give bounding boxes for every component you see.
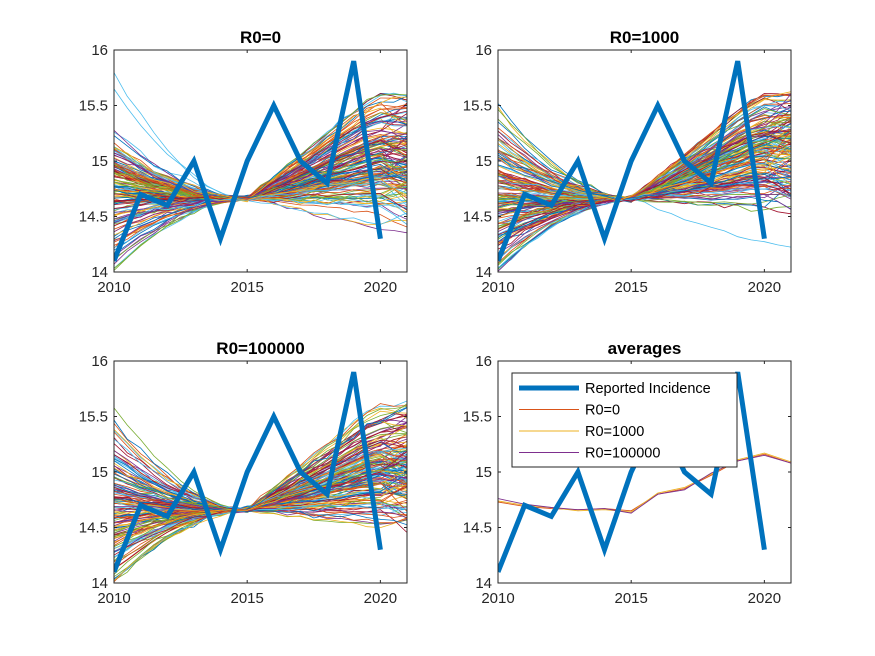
plot-area	[114, 60, 407, 271]
x-tick-label: 2020	[748, 279, 781, 296]
y-tick-label: 15.5	[79, 409, 108, 426]
simulation-line	[114, 88, 407, 200]
plot-area	[114, 371, 407, 583]
simulation-line	[114, 433, 407, 578]
y-tick-label: 16	[91, 42, 108, 59]
simulation-line	[114, 96, 407, 200]
x-tick-label: 2015	[614, 279, 647, 296]
x-tick-label: 2010	[97, 590, 130, 607]
x-tick-label: 2015	[230, 279, 263, 296]
x-tick-label: 2020	[748, 590, 781, 607]
y-tick-label: 15.5	[463, 409, 492, 426]
y-tick-label: 15	[475, 153, 492, 170]
simulation-line	[114, 179, 407, 205]
x-tick-label: 2015	[614, 590, 647, 607]
legend-label: R0=1000	[585, 424, 644, 440]
x-tick-label: 2010	[97, 279, 130, 296]
subplot-3: 2010 2015 2020 14 14.5 15 15.5 16 R0=100000	[79, 339, 408, 607]
y-tick-label: 14	[91, 264, 108, 281]
y-tick-label: 15.5	[463, 98, 492, 115]
reported-incidence-line	[114, 60, 383, 262]
reported-incidence-line	[114, 371, 383, 573]
y-tick-label: 14	[475, 264, 492, 281]
subplot-title: R0=1000	[610, 28, 679, 47]
simulation-line	[114, 486, 407, 512]
simulation-line	[498, 157, 791, 199]
y-tick-label: 14.5	[463, 520, 492, 537]
simulation-line	[114, 406, 407, 513]
simulation-line	[114, 469, 407, 511]
simulation-line	[498, 139, 791, 199]
x-tick-label: 2020	[364, 590, 397, 607]
subplot-title: averages	[608, 339, 682, 358]
legend-label: R0=0	[585, 403, 620, 419]
legend-label: R0=100000	[585, 446, 660, 462]
subplot-1: 2010 2015 2020 14 14.5 15 15.5 16 R0=0	[79, 28, 408, 296]
y-tick-label: 14.5	[463, 209, 492, 226]
x-tick-label: 2010	[481, 590, 514, 607]
y-tick-label: 14	[475, 575, 492, 592]
y-tick-label: 15.5	[79, 98, 108, 115]
simulation-line	[114, 449, 407, 510]
simulation-line	[114, 158, 407, 200]
simulation-line	[498, 175, 791, 243]
series-line-r0-100000	[498, 454, 791, 514]
x-tick-label: 2020	[364, 279, 397, 296]
simulation-line	[114, 470, 407, 515]
simulation-line	[114, 450, 407, 556]
simulation-line	[498, 93, 791, 200]
reported-incidence-line	[498, 60, 767, 262]
y-tick-label: 14.5	[79, 209, 108, 226]
y-tick-label: 15	[475, 464, 492, 481]
x-tick-label: 2010	[481, 279, 514, 296]
simulation-line	[114, 147, 407, 201]
y-tick-label: 15	[91, 153, 108, 170]
legend: Reported Incidence R0=0 R0=1000 R0=100000	[511, 372, 738, 468]
y-tick-label: 14	[91, 575, 108, 592]
subplot-title: R0=100000	[216, 339, 304, 358]
simulation-line	[498, 91, 791, 205]
simulation-line	[114, 162, 407, 199]
simulation-line	[114, 403, 407, 512]
simulation-line	[498, 154, 791, 201]
simulation-line	[114, 403, 407, 537]
simulation-line	[498, 188, 791, 203]
subplot-2: 2010 2015 2020 14 14.5 15 15.5 16 R0=1000	[463, 28, 792, 296]
legend-label: Reported Incidence	[585, 381, 711, 397]
y-tick-label: 14.5	[79, 520, 108, 537]
simulation-line	[114, 147, 407, 200]
y-tick-label: 16	[475, 42, 492, 59]
simulation-line	[114, 130, 407, 257]
simulation-line	[498, 177, 791, 269]
subplot-title: R0=0	[240, 28, 281, 47]
subplot-4: 2010 2015 2020 14 14.5 15 15.5 16 averages Report…	[463, 339, 792, 607]
y-tick-label: 15	[91, 464, 108, 481]
simulation-line	[114, 502, 407, 558]
simulation-line	[114, 93, 407, 202]
x-tick-label: 2015	[230, 590, 263, 607]
y-tick-label: 16	[91, 353, 108, 370]
y-tick-label: 16	[475, 353, 492, 370]
simulation-line	[114, 107, 407, 236]
plot-area	[498, 60, 791, 272]
